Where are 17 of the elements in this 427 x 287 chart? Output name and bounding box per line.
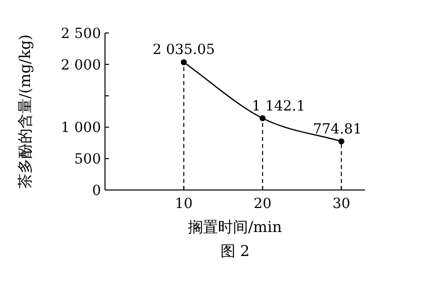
y-tick-label: 1 000 (60, 120, 101, 136)
y-tick-label: 0 (92, 183, 101, 199)
caption: 图 2 (220, 242, 250, 260)
point (180, 59, 187, 66)
x-tick-label: 10 (174, 196, 193, 212)
point (338, 138, 344, 144)
data-label: 1 142.1 (252, 98, 306, 114)
y-tick-label: 2 000 (60, 57, 101, 74)
y-tick-label: 2 500 (60, 26, 101, 42)
x-tick-label: 20 (254, 196, 272, 212)
y-tick-label: 500 (74, 152, 101, 168)
data-label: 774.81 (312, 121, 362, 138)
x-axis-title: 搁置时间/min (188, 218, 282, 236)
data-label: 2 035.05 (152, 42, 215, 58)
point (260, 115, 266, 122)
x-tick-label: 30 (332, 196, 350, 212)
y-axis-title: 茶多酚的含量/(mg/kg) (16, 34, 34, 189)
